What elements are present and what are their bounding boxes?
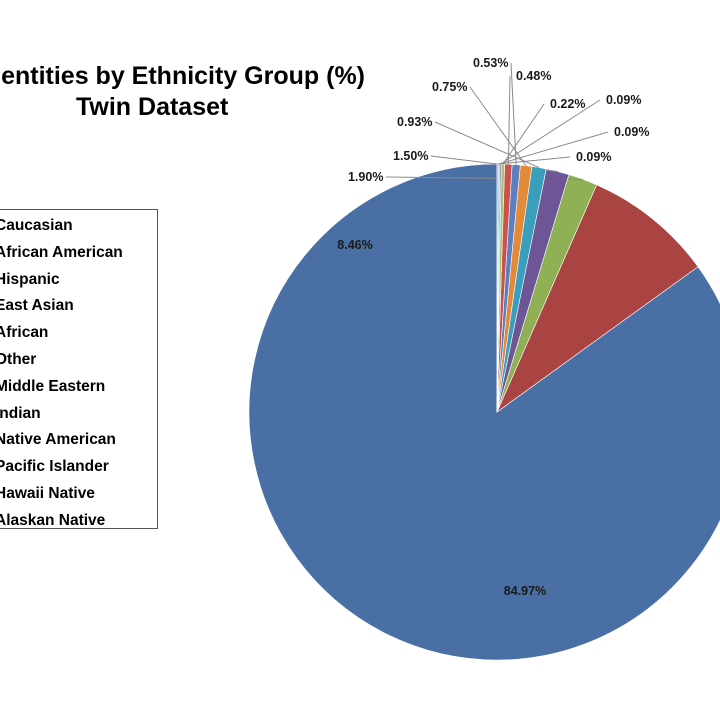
slice-label: 0.48% [516,69,551,83]
leader-line [502,103,545,165]
chart-title: Identities by Ethnicity Group (%) [0,62,365,90]
leader-line [507,75,511,165]
legend-label: Middle Eastern [0,377,106,395]
slice-label: 0.09% [576,150,611,164]
chart-subtitle: Twin Dataset [76,93,229,121]
slice-label: 8.46% [337,238,372,252]
chart-legend: Caucasian African American Hispanic East As… [0,209,158,529]
legend-item: East Asian [0,293,157,320]
slice-label: 84.97% [504,584,546,598]
leader-line [498,131,609,165]
slice-label: 0.93% [397,115,432,129]
legend-item: Pacific Islander [0,454,157,481]
slice-label: 0.75% [432,80,467,94]
legend-item: Native American [0,427,157,454]
legend-item: Caucasian [0,213,157,240]
slice-label: 0.09% [606,93,641,107]
pie-slice-caucasian [248,163,720,661]
pie-slice-african-american [496,184,699,413]
legend-label: African [0,324,49,342]
legend-label: Native American [0,431,116,449]
legend-label: Indian [0,404,41,422]
legend-item: Middle Eastern [0,374,157,401]
slice-label: 1.90% [348,170,383,184]
legend-label: Pacific Islander [0,458,109,476]
legend-item: Other [0,347,157,374]
legend-label: Caucasian [0,217,73,234]
legend-item: African [0,320,157,347]
leader-line [510,62,517,165]
leader-line [500,99,601,165]
legend-item: Hawaii Native [0,481,157,508]
leader-line [497,156,571,165]
legend-label: African American [0,243,123,261]
slice-label: 0.22% [550,97,585,111]
slice-label: 0.53% [473,56,508,70]
legend-label: Other [0,350,37,368]
leader-line [469,86,527,166]
leader-line [434,121,540,169]
legend-label: Alaskan Native [0,511,106,529]
legend-item: Hispanic [0,267,157,294]
slice-label: 0.09% [614,125,649,139]
legend-item: Alaskan Native [0,508,157,535]
legend-item: African American [0,240,157,267]
legend-label: Hawaii Native [0,484,95,502]
legend-item: Indian [0,401,157,428]
legend-label: East Asian [0,297,74,315]
slice-label: 1.50% [393,149,428,163]
legend-label: Hispanic [0,270,60,288]
